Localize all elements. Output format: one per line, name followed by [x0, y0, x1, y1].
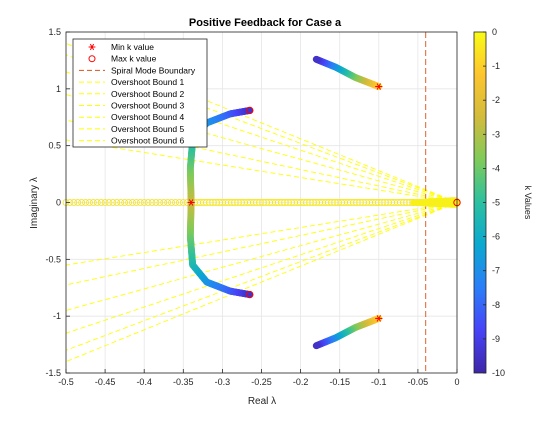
y-axis-label: Imaginary λ: [29, 177, 40, 229]
colorbar-tick-label: -1: [492, 61, 500, 71]
y-tick-label: -0.5: [45, 254, 61, 264]
x-axis-label: Real λ: [248, 396, 276, 407]
y-tick-label: 1: [56, 84, 61, 94]
legend-entry-label: Max k value: [111, 54, 157, 64]
colorbar-tick-label: -6: [492, 232, 500, 242]
x-tick-label: -0.3: [215, 377, 231, 387]
legend-entry-label: Overshoot Bound 1: [111, 77, 185, 87]
legend-entry-label: Overshoot Bound 3: [111, 101, 185, 111]
x-tick-label: -0.2: [293, 377, 309, 387]
colorbar-label: k Values: [523, 186, 533, 220]
locus-point-upper-right: [313, 56, 319, 62]
colorbar-tick-label: -5: [492, 198, 500, 208]
legend-entry-label: Min k value: [111, 42, 154, 52]
y-tick-label: 0: [56, 198, 61, 208]
colorbar-tick-label: -8: [492, 300, 500, 310]
x-tick-label: 0: [454, 377, 459, 387]
y-tick-label: -1.5: [45, 368, 61, 378]
colorbar-tick-label: -2: [492, 95, 500, 105]
legend-entry-label: Overshoot Bound 2: [111, 89, 185, 99]
colorbar-tick-label: -7: [492, 266, 500, 276]
real-axis-locus-point: [450, 198, 460, 208]
y-tick-label: 0.5: [48, 141, 61, 151]
colorbar-tick-label: -10: [492, 368, 505, 378]
x-tick-label: -0.15: [329, 377, 350, 387]
colorbar-tick-label: 0: [492, 27, 497, 37]
y-tick-label: 1.5: [48, 27, 61, 37]
x-tick-label: -0.05: [408, 377, 429, 387]
colorbar-tick-label: -9: [492, 334, 500, 344]
y-tick-label: -1: [53, 311, 61, 321]
x-tick-label: -0.5: [58, 377, 74, 387]
legend-entry-label: Spiral Mode Boundary: [111, 65, 196, 75]
locus-point-lower-right: [313, 343, 319, 349]
legend-entry-label: Overshoot Bound 6: [111, 136, 185, 146]
legend-entry-label: Overshoot Bound 4: [111, 112, 185, 122]
x-tick-label: -0.25: [251, 377, 272, 387]
colorbar-tick-label: -4: [492, 163, 500, 173]
legend-entry-label: Overshoot Bound 5: [111, 124, 185, 134]
colorbar-tick-label: -3: [492, 129, 500, 139]
x-tick-label: -0.35: [173, 377, 194, 387]
x-tick-label: -0.1: [371, 377, 387, 387]
x-tick-label: -0.45: [95, 377, 116, 387]
x-tick-label: -0.4: [136, 377, 152, 387]
chart-title: Positive Feedback for Case a: [189, 17, 342, 29]
